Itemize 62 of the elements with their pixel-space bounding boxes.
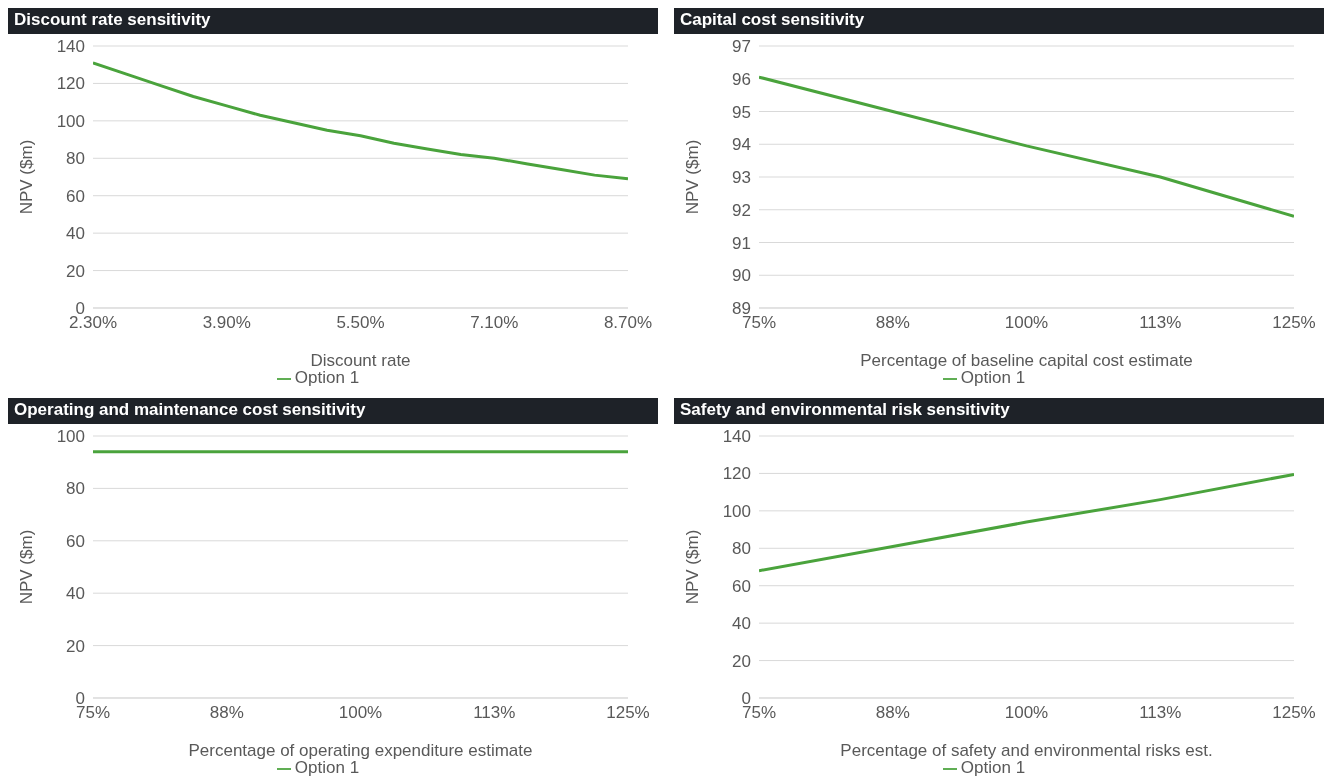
x-tick-label: 100% [1004, 703, 1049, 723]
y-tick-label: 40 [66, 584, 85, 604]
y-tick-label: 100 [722, 501, 751, 521]
y-tick-label: 94 [732, 135, 751, 155]
legend-label: Option 1 [960, 758, 1026, 777]
y-tick-label: 60 [66, 531, 85, 551]
legend-label: Option 1 [294, 758, 360, 777]
x-tick-label: 113% [1139, 313, 1182, 333]
chart-title: Discount rate sensitivity [8, 8, 658, 34]
y-tick-label: 100 [56, 427, 85, 447]
y-tick-label: 92 [732, 200, 751, 220]
x-tick-label: 125% [1272, 703, 1316, 723]
x-tick-label: 88% [209, 703, 244, 723]
y-tick-label: 20 [732, 651, 751, 671]
y-axis-title: NPV ($m) [17, 139, 37, 215]
y-tick-label: 40 [732, 614, 751, 634]
y-tick-label: 80 [66, 479, 85, 499]
y-tick-label: 91 [732, 233, 751, 253]
x-tick-label: 100% [338, 703, 383, 723]
x-tick-label: 113% [473, 703, 516, 723]
x-tick-label: 5.50% [336, 313, 385, 333]
legend-label: Option 1 [960, 368, 1026, 387]
y-tick-label: 140 [56, 37, 85, 57]
chart-title: Operating and maintenance cost sensitivity [8, 398, 658, 424]
y-tick-label: 93 [732, 168, 751, 188]
x-tick-label: 125% [1272, 313, 1316, 333]
x-axis-title: Percentage of baseline capital cost estimate [860, 351, 1193, 370]
y-tick-label: 60 [732, 576, 751, 596]
y-tick-label: 20 [66, 261, 85, 281]
y-tick-label: 100 [56, 111, 85, 131]
line-series [93, 61, 628, 181]
y-tick-label: 97 [732, 37, 751, 57]
y-tick-label: 96 [732, 69, 751, 89]
y-tick-label: 120 [722, 464, 751, 484]
y-tick-label: 80 [66, 149, 85, 169]
chart-title: Capital cost sensitivity [674, 8, 1324, 34]
y-tick-label: 60 [66, 186, 85, 206]
x-tick-label: 8.70% [603, 313, 653, 333]
y-tick-label: 120 [56, 74, 85, 94]
y-tick-label: 140 [722, 427, 751, 447]
legend-label: Option 1 [294, 368, 360, 387]
x-tick-label: 125% [606, 703, 650, 723]
x-tick-label: 3.90% [202, 313, 251, 333]
y-tick-label: 95 [732, 102, 751, 122]
x-tick-label: 7.10% [470, 313, 519, 333]
line-series [759, 75, 1294, 218]
x-tick-label: 113% [1139, 703, 1182, 723]
x-axis-title: Percentage of safety and environmental risks est. [840, 741, 1213, 760]
y-axis-title: NPV ($m) [683, 529, 703, 605]
y-axis-title: NPV ($m) [17, 529, 37, 605]
y-axis-title: NPV ($m) [683, 139, 703, 215]
y-tick-label: 80 [732, 539, 751, 559]
line-series [759, 472, 1294, 573]
x-tick-label: 88% [875, 703, 910, 723]
chart-title: Safety and environmental risk sensitivity [674, 398, 1324, 424]
x-tick-label: 88% [875, 313, 910, 333]
y-tick-label: 40 [66, 224, 85, 244]
x-tick-label: 100% [1004, 313, 1049, 333]
y-tick-label: 90 [732, 266, 751, 286]
y-tick-label: 20 [66, 636, 85, 656]
x-axis-title: Percentage of operating expenditure estimate [188, 741, 533, 760]
x-axis-title: Discount rate [310, 351, 411, 370]
